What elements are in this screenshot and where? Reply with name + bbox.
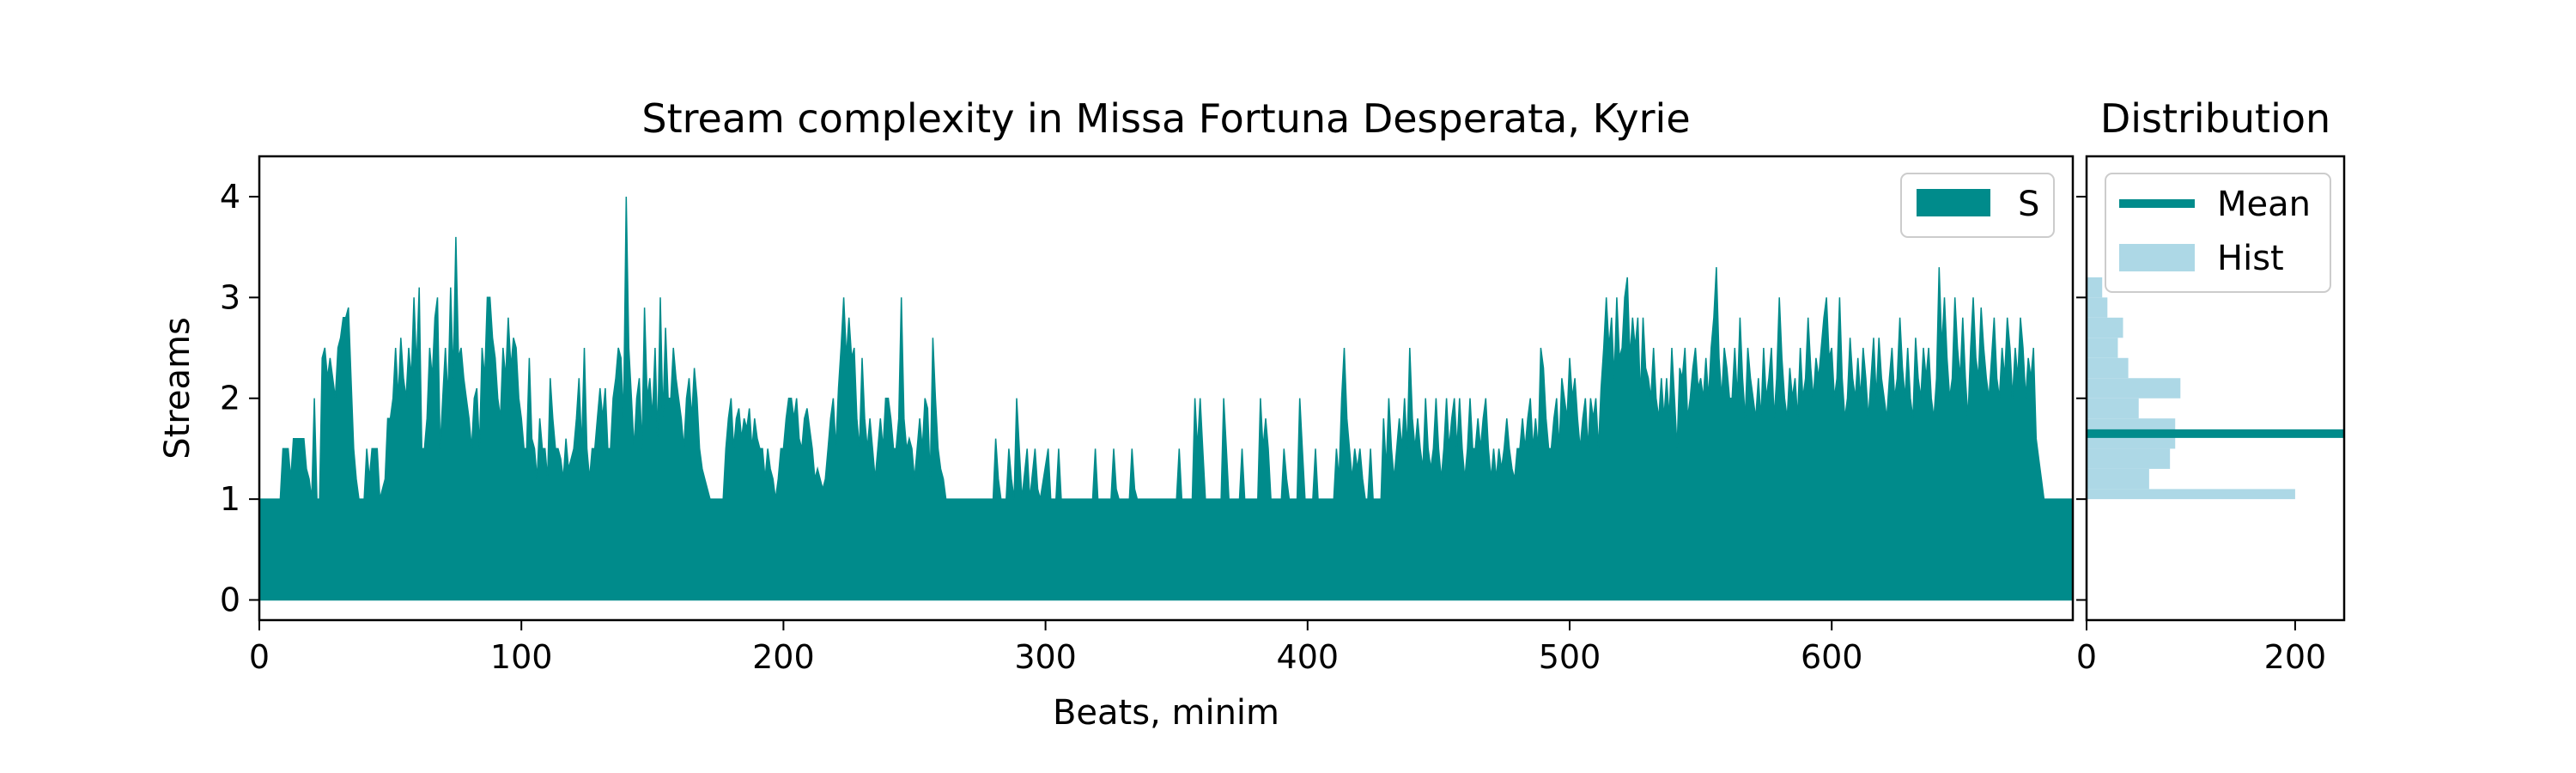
x-tick-label: 100	[490, 638, 553, 676]
distribution-chart: 0 200 Distribution Mean Hist	[2076, 95, 2346, 676]
distribution-y-ticks	[2076, 195, 2087, 601]
main-plot-area	[258, 196, 2074, 601]
main-y-axis-label: Streams	[158, 317, 197, 460]
y-tick-label: 4	[220, 178, 240, 216]
main-y-axis: 0 1 2 3 4	[220, 178, 259, 619]
distribution-x-axis: 0 200	[2076, 620, 2326, 676]
x-tick-label: 600	[1801, 638, 1863, 676]
hist-bar	[2087, 398, 2139, 419]
x-tick-label: 500	[1539, 638, 1601, 676]
main-x-axis-label: Beats, minim	[1053, 693, 1279, 733]
x-tick-label: 200	[752, 638, 815, 676]
y-tick-label: 1	[220, 480, 240, 518]
main-legend: S	[1900, 173, 2055, 238]
x-tick-label: 300	[1014, 638, 1077, 676]
x-tick-label: 0	[249, 638, 270, 676]
series-s-area	[258, 196, 2074, 601]
hist-bar	[2087, 468, 2149, 490]
hist-bar	[2087, 297, 2108, 318]
y-tick-label: 2	[220, 380, 240, 417]
hist-bar	[2087, 338, 2118, 358]
hist-bar	[2087, 448, 2171, 469]
main-axes-frame	[258, 155, 2075, 622]
main-chart-title: Stream complexity in Missa Fortuna Despe…	[641, 95, 1690, 142]
hist-bar	[2087, 317, 2123, 338]
distribution-chart-title: Distribution	[2100, 95, 2330, 142]
distribution-plot-area	[2087, 277, 2344, 500]
hist-bar	[2087, 378, 2181, 399]
distribution-legend: Mean Hist	[2105, 173, 2331, 293]
distribution-axes-frame	[2085, 155, 2346, 622]
legend-label-s: S	[2018, 185, 2039, 224]
x-tick-label: 400	[1277, 638, 1340, 676]
legend-swatch-s	[1917, 189, 1990, 216]
y-tick-label: 3	[220, 278, 240, 316]
dist-x-tick-label: 200	[2264, 638, 2327, 676]
main-chart: 0 100 200 300 400 500 600 0 1 2 3 4 Stream complex…	[158, 95, 2075, 733]
hist-bar	[2087, 357, 2129, 379]
hist-bar	[2087, 489, 2295, 500]
legend-label-mean: Mean	[2217, 185, 2311, 224]
y-tick-label: 0	[220, 581, 240, 619]
legend-swatch-hist	[2119, 244, 2195, 271]
dist-x-tick-label: 0	[2076, 638, 2097, 676]
hist-bar	[2087, 277, 2103, 298]
legend-label-hist: Hist	[2217, 239, 2284, 278]
main-x-axis: 0 100 200 300 400 500 600	[249, 620, 1863, 676]
